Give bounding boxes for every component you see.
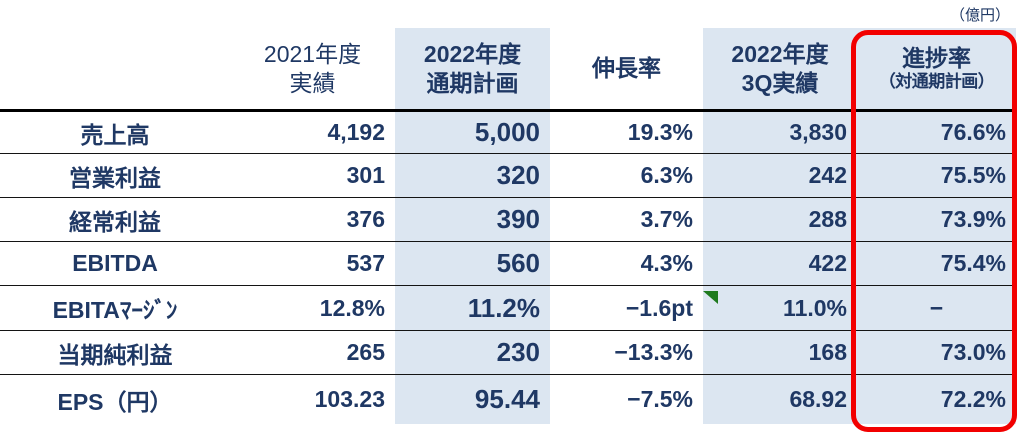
header-line: 実績	[289, 69, 336, 96]
cell-progress: 73.0%	[857, 331, 1016, 374]
cell-growth: −7.5%	[627, 386, 693, 412]
corner-empty-cell	[0, 28, 230, 109]
cell-progress: −	[857, 286, 1016, 330]
cell-q3: 242	[703, 154, 857, 197]
cell-q3: 3,830	[703, 112, 857, 153]
cell-fy2021: 4,192	[327, 119, 385, 145]
cell-fy2021: 12.8%	[319, 294, 385, 321]
header-line: （対通期計画）	[878, 72, 995, 92]
column-header-plan: 2022年度 通期計画	[395, 28, 550, 109]
cell-growth: 4.3%	[640, 250, 693, 276]
row-label: 営業利益	[69, 164, 161, 191]
cell-progress: 72.2%	[857, 375, 1016, 424]
cell-plan: 11.2%	[395, 286, 550, 330]
header-line: 2022年度	[731, 41, 829, 68]
cell-growth: 6.3%	[640, 162, 693, 188]
cell-progress: 75.5%	[857, 154, 1016, 197]
table-row-operating-profit: 営業利益 301 320 6.3% 242 75.5%	[0, 153, 1016, 197]
unit-label: （億円）	[949, 7, 1010, 24]
row-label: EBITAﾏｰｼﾞﾝ	[52, 297, 178, 323]
header-line: 2022年度	[423, 41, 522, 68]
cell-q3: 168	[703, 331, 857, 374]
cell-plan: 95.44	[395, 375, 550, 424]
cell-growth: 19.3%	[627, 119, 693, 145]
cell-fy2021: 265	[346, 339, 385, 365]
cell-plan: 5,000	[395, 112, 550, 153]
cell-fy2021: 103.23	[314, 386, 385, 412]
cell-q3: 11.0%	[703, 286, 857, 330]
table-row-net-income: 当期純利益 265 230 −13.3% 168 73.0%	[0, 330, 1016, 374]
cell-q3: 68.92	[703, 375, 857, 424]
header-line: 2021年度	[263, 41, 362, 68]
header-line: 伸長率	[592, 55, 661, 82]
cell-q3: 422	[703, 242, 857, 285]
row-label: 当期純利益	[57, 341, 173, 368]
table: 2021年度 実績 2022年度 通期計画 伸長率 2022年度 3Q実績 進捗…	[0, 28, 1016, 424]
table-row-ordinary-profit: 経常利益 376 390 3.7% 288 73.9%	[0, 197, 1016, 241]
cell-progress: 75.4%	[857, 242, 1016, 285]
table-row-eps: EPS（円） 103.23 95.44 −7.5% 68.92 72.2%	[0, 374, 1016, 424]
cell-q3: 288	[703, 198, 857, 241]
row-label: EBITDA	[72, 250, 158, 276]
header-line: 3Q実績	[741, 69, 819, 96]
header-line: 進捗率	[902, 45, 971, 72]
cell-plan: 560	[395, 242, 550, 285]
row-label: 売上高	[80, 121, 150, 148]
cell-plan: 320	[395, 154, 550, 197]
row-label: EPS（円）	[57, 388, 173, 415]
cell-progress: 73.9%	[857, 198, 1016, 241]
table-row-sales: 売上高 4,192 5,000 19.3% 3,830 76.6%	[0, 109, 1016, 153]
column-header-fy2021: 2021年度 実績	[230, 28, 395, 109]
row-label: 経常利益	[69, 208, 161, 235]
cell-progress: 76.6%	[857, 112, 1016, 153]
cell-plan: 230	[395, 331, 550, 374]
cell-growth: −13.3%	[614, 339, 693, 365]
cell-plan: 390	[395, 198, 550, 241]
header-line: 通期計画	[426, 69, 519, 96]
column-header-q3: 2022年度 3Q実績	[703, 28, 857, 109]
cell-fy2021: 537	[346, 250, 385, 276]
table-row-ebita-margin: EBITAﾏｰｼﾞﾝ 12.8% 11.2% −1.6pt 11.0% −	[0, 285, 1016, 330]
cell-fy2021: 376	[346, 206, 385, 232]
table-header-row: 2021年度 実績 2022年度 通期計画 伸長率 2022年度 3Q実績 進捗…	[0, 28, 1016, 109]
cell-fy2021: 301	[346, 162, 385, 188]
cell-growth: 3.7%	[640, 206, 693, 232]
table-row-ebitda: EBITDA 537 560 4.3% 422 75.4%	[0, 241, 1016, 285]
column-header-growth: 伸長率	[550, 28, 703, 109]
cell-growth: −1.6pt	[625, 294, 693, 321]
green-corner-flag-icon	[703, 291, 718, 304]
column-header-progress: 進捗率 （対通期計画）	[857, 28, 1016, 109]
